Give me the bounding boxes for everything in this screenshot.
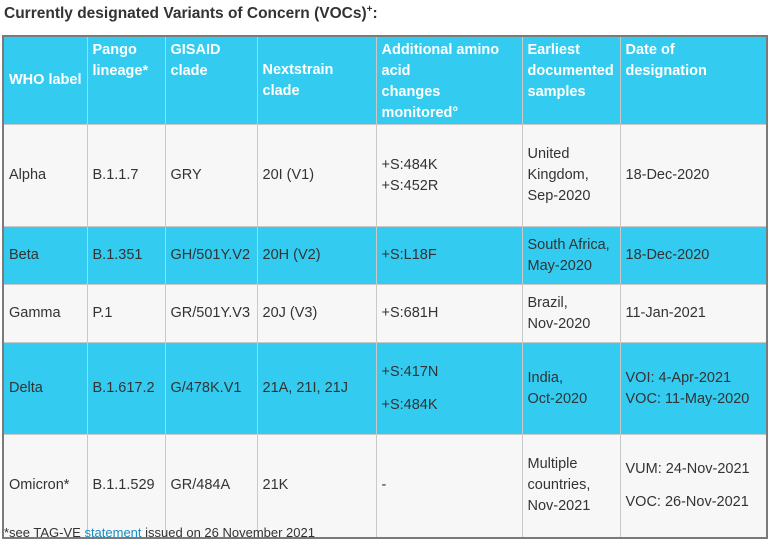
header-gisaid-clade: GISAID clade <box>164 35 258 125</box>
header-pango-lineage: Pango lineage* <box>86 35 166 125</box>
header-nextstrain-clade: Nextstrain clade <box>256 35 377 125</box>
cell-amino-changes: +S:417N +S:484K <box>375 342 523 435</box>
table-row-beta: Beta B.1.351 GH/501Y.V2 20H (V2) +S:L18F… <box>2 226 768 285</box>
cell-date-designation: VOI: 4-Apr-2021 VOC: 11-May-2020 <box>619 342 768 435</box>
cell-nextstrain-clade: 20I (V1) <box>256 124 377 227</box>
cell-earliest-samples: South Africa, May-2020 <box>521 226 621 285</box>
title-text: Currently designated Variants of Concern… <box>4 5 367 23</box>
title-superscript: + <box>366 4 373 15</box>
table-row-gamma: Gamma P.1 GR/501Y.V3 20J (V3) +S:681H Br… <box>2 284 768 343</box>
cell-who-label: Alpha <box>2 124 88 227</box>
cell-amino-changes: +S:484K +S:452R <box>375 124 523 227</box>
table-row-omicron: Omicron* B.1.1.529 GR/484A 21K - Multipl… <box>2 434 768 538</box>
cell-gisaid-clade: G/478K.V1 <box>164 342 258 435</box>
cell-nextstrain-clade: 20J (V3) <box>256 284 377 343</box>
cell-earliest-samples: India, Oct-2020 <box>521 342 621 435</box>
title-colon: : <box>372 5 378 23</box>
cell-amino-changes: +S:L18F <box>375 226 523 285</box>
cell-amino-changes: - <box>375 434 523 538</box>
cell-pango-lineage: B.1.351 <box>86 226 166 285</box>
footnote-suffix: issued on 26 November 2021 <box>141 525 315 540</box>
table-header-row: WHO label Pango lineage* GISAID clade Next… <box>2 35 768 125</box>
cell-date-designation: 18-Dec-2020 <box>619 124 768 227</box>
cell-pango-lineage: B.1.617.2 <box>86 342 166 435</box>
cell-nextstrain-clade: 21A, 21I, 21J <box>256 342 377 435</box>
cell-who-label: Beta <box>2 226 88 285</box>
cell-pango-lineage: B.1.1.7 <box>86 124 166 227</box>
cell-who-label: Omicron* <box>2 434 88 538</box>
statement-link[interactable]: statement <box>84 525 142 540</box>
table-row-alpha: Alpha B.1.1.7 GRY 20I (V1) +S:484K +S:452… <box>2 124 768 227</box>
table-row-delta: Delta B.1.617.2 G/478K.V1 21A, 21I, 21J … <box>2 342 768 435</box>
cell-gisaid-clade: GR/501Y.V3 <box>164 284 258 343</box>
header-date-of-designation: Date of designation <box>619 35 768 125</box>
cell-gisaid-clade: GR/484A <box>164 434 258 538</box>
footnote-prefix: *see TAG-VE <box>4 525 85 540</box>
cell-pango-lineage: B.1.1.529 <box>86 434 166 538</box>
cell-gisaid-clade: GH/501Y.V2 <box>164 226 258 285</box>
cell-earliest-samples: Multiple countries, Nov-2021 <box>521 434 621 538</box>
cell-earliest-samples: United Kingdom, Sep-2020 <box>521 124 621 227</box>
footnote: *see TAG-VE statement issued on 26 Novem… <box>4 525 315 540</box>
header-amino-acid-changes: Additional amino acid changes monitored° <box>375 35 523 125</box>
voc-table: WHO label Pango lineage* GISAID clade Next… <box>2 35 768 539</box>
header-who-label: WHO label <box>2 35 88 125</box>
cell-who-label: Delta <box>2 342 88 435</box>
cell-earliest-samples: Brazil, Nov-2020 <box>521 284 621 343</box>
cell-nextstrain-clade: 20H (V2) <box>256 226 377 285</box>
page-title: Currently designated Variants of Concern… <box>4 4 378 23</box>
cell-who-label: Gamma <box>2 284 88 343</box>
cell-date-designation: VUM: 24-Nov-2021 VOC: 26-Nov-2021 <box>619 434 768 538</box>
cell-pango-lineage: P.1 <box>86 284 166 343</box>
header-earliest-samples: Earliest documented samples <box>521 35 621 125</box>
cell-date-designation: 11-Jan-2021 <box>619 284 768 343</box>
cell-nextstrain-clade: 21K <box>256 434 377 538</box>
cell-date-designation: 18-Dec-2020 <box>619 226 768 285</box>
cell-amino-changes: +S:681H <box>375 284 523 343</box>
cell-gisaid-clade: GRY <box>164 124 258 227</box>
